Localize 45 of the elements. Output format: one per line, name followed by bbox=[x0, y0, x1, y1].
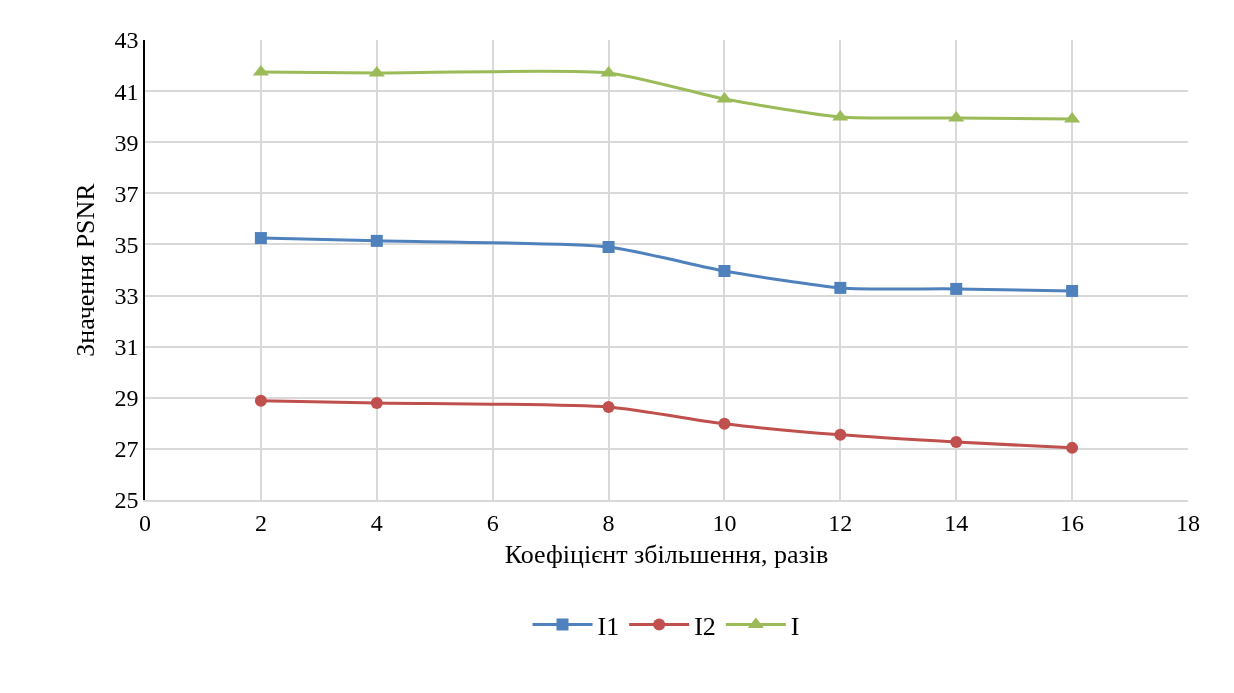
y-tick-label: 41 bbox=[114, 78, 139, 105]
point bbox=[834, 428, 847, 441]
y-tick-label: 27 bbox=[114, 436, 139, 463]
x-tick-label: 2 bbox=[254, 509, 267, 536]
x-axis-title: Коефіцієнт збільшення, разів bbox=[504, 539, 829, 569]
x-tick-label: 10 bbox=[712, 509, 737, 536]
point bbox=[254, 232, 267, 245]
point bbox=[1066, 441, 1079, 454]
point bbox=[950, 435, 963, 448]
y-tick-label: 43 bbox=[114, 27, 139, 54]
legend-label: I1 bbox=[597, 611, 620, 641]
y-tick-label: 31 bbox=[114, 334, 139, 361]
x-tick-label: 16 bbox=[1060, 509, 1085, 536]
x-tick-label: 8 bbox=[602, 509, 615, 536]
legend-label: I bbox=[790, 611, 800, 641]
y-axis-title: Значення PSNR bbox=[71, 182, 101, 357]
y-tick-label: 39 bbox=[114, 129, 139, 156]
y-tick-label: 33 bbox=[114, 282, 139, 309]
point bbox=[832, 109, 849, 121]
point bbox=[1064, 111, 1081, 123]
point bbox=[252, 64, 269, 76]
point bbox=[254, 394, 267, 407]
point bbox=[948, 110, 965, 122]
x-tick-label: 6 bbox=[486, 509, 499, 536]
point bbox=[370, 234, 383, 247]
point bbox=[834, 281, 847, 294]
y-tick-label: 29 bbox=[114, 385, 139, 412]
y-tick-label: 35 bbox=[114, 231, 139, 258]
x-tick-label: 0 bbox=[139, 509, 151, 536]
x-tick-label: 14 bbox=[944, 509, 969, 536]
point bbox=[718, 265, 731, 278]
x-tick-label: 18 bbox=[1176, 509, 1200, 536]
point bbox=[370, 396, 383, 409]
legend-label: I2 bbox=[694, 611, 716, 641]
point bbox=[950, 282, 963, 295]
x-tick-label: 12 bbox=[828, 509, 853, 536]
y-tick-label: 37 bbox=[114, 180, 139, 207]
point bbox=[602, 241, 615, 253]
point bbox=[602, 400, 615, 413]
y-tick-label: 25 bbox=[114, 487, 139, 514]
point bbox=[718, 417, 731, 430]
point bbox=[1066, 284, 1079, 297]
point bbox=[600, 65, 617, 77]
point bbox=[368, 65, 385, 77]
x-tick-label: 4 bbox=[370, 509, 383, 536]
